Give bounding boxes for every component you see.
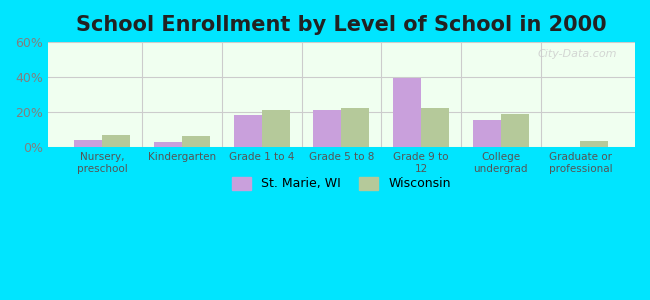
Bar [421,108,449,147]
Bar [262,110,289,147]
Bar [580,141,608,147]
Bar [393,78,421,147]
Bar [473,120,501,147]
Bar [75,140,102,147]
Title: School Enrollment by Level of School in 2000: School Enrollment by Level of School in … [76,15,606,35]
Bar [313,110,341,147]
Bar [182,136,210,147]
Bar [102,135,130,147]
Bar [154,142,182,147]
Legend: St. Marie, WI, Wisconsin: St. Marie, WI, Wisconsin [227,172,456,196]
Bar [500,114,528,147]
Text: City-Data.com: City-Data.com [538,50,617,59]
Bar [234,115,262,147]
Bar [341,108,369,147]
